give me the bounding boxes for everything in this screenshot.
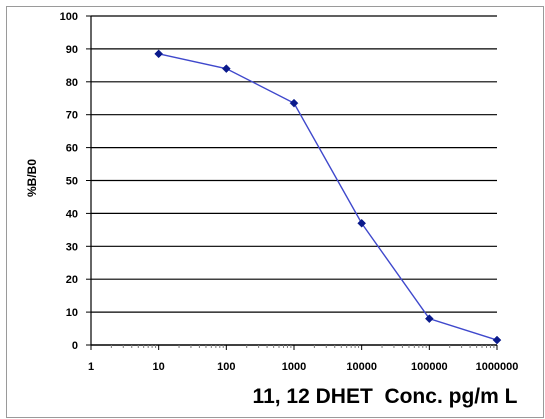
y-tick-label-50: 50 (66, 176, 78, 188)
y-tick-label-30: 30 (66, 241, 78, 253)
y-tick-label-60: 60 (66, 143, 78, 155)
data-point-1000000 (492, 335, 502, 345)
y-tick-label-80: 80 (66, 77, 78, 89)
y-tick-label-100: 100 (60, 11, 78, 23)
data-point-100 (221, 64, 231, 73)
x-tick-label-10000: 10000 (346, 361, 377, 373)
data-point-10000 (357, 218, 367, 228)
grid-lines (91, 15, 497, 313)
data-series (154, 49, 502, 345)
x-tick-label-1: 1 (88, 361, 94, 373)
data-point-100000 (424, 314, 434, 324)
x-tick-label-100: 100 (217, 361, 235, 373)
x-tick-label-1000: 1000 (282, 361, 306, 373)
x-tick-label-1000000: 1000000 (476, 361, 519, 373)
y-tick-label-70: 70 (66, 110, 78, 122)
x-tick-label-10: 10 (153, 361, 165, 373)
series-line (158, 53, 498, 341)
y-tick-label-20: 20 (66, 274, 78, 286)
y-tick-label-0: 0 (72, 340, 78, 352)
x-axis-title: 11, 12 DHET Conc. pg/m L (253, 385, 518, 408)
y-axis-title: %B/B0 (25, 159, 39, 197)
y-tick-label-10: 10 (66, 307, 78, 319)
y-tick-label-40: 40 (66, 208, 78, 220)
figure-frame (6, 6, 544, 418)
data-point-10 (154, 49, 164, 59)
data-point-1000 (289, 98, 299, 108)
x-tick-label-100000: 100000 (411, 361, 448, 373)
axes (86, 15, 498, 350)
y-tick-label-90: 90 (66, 44, 78, 56)
